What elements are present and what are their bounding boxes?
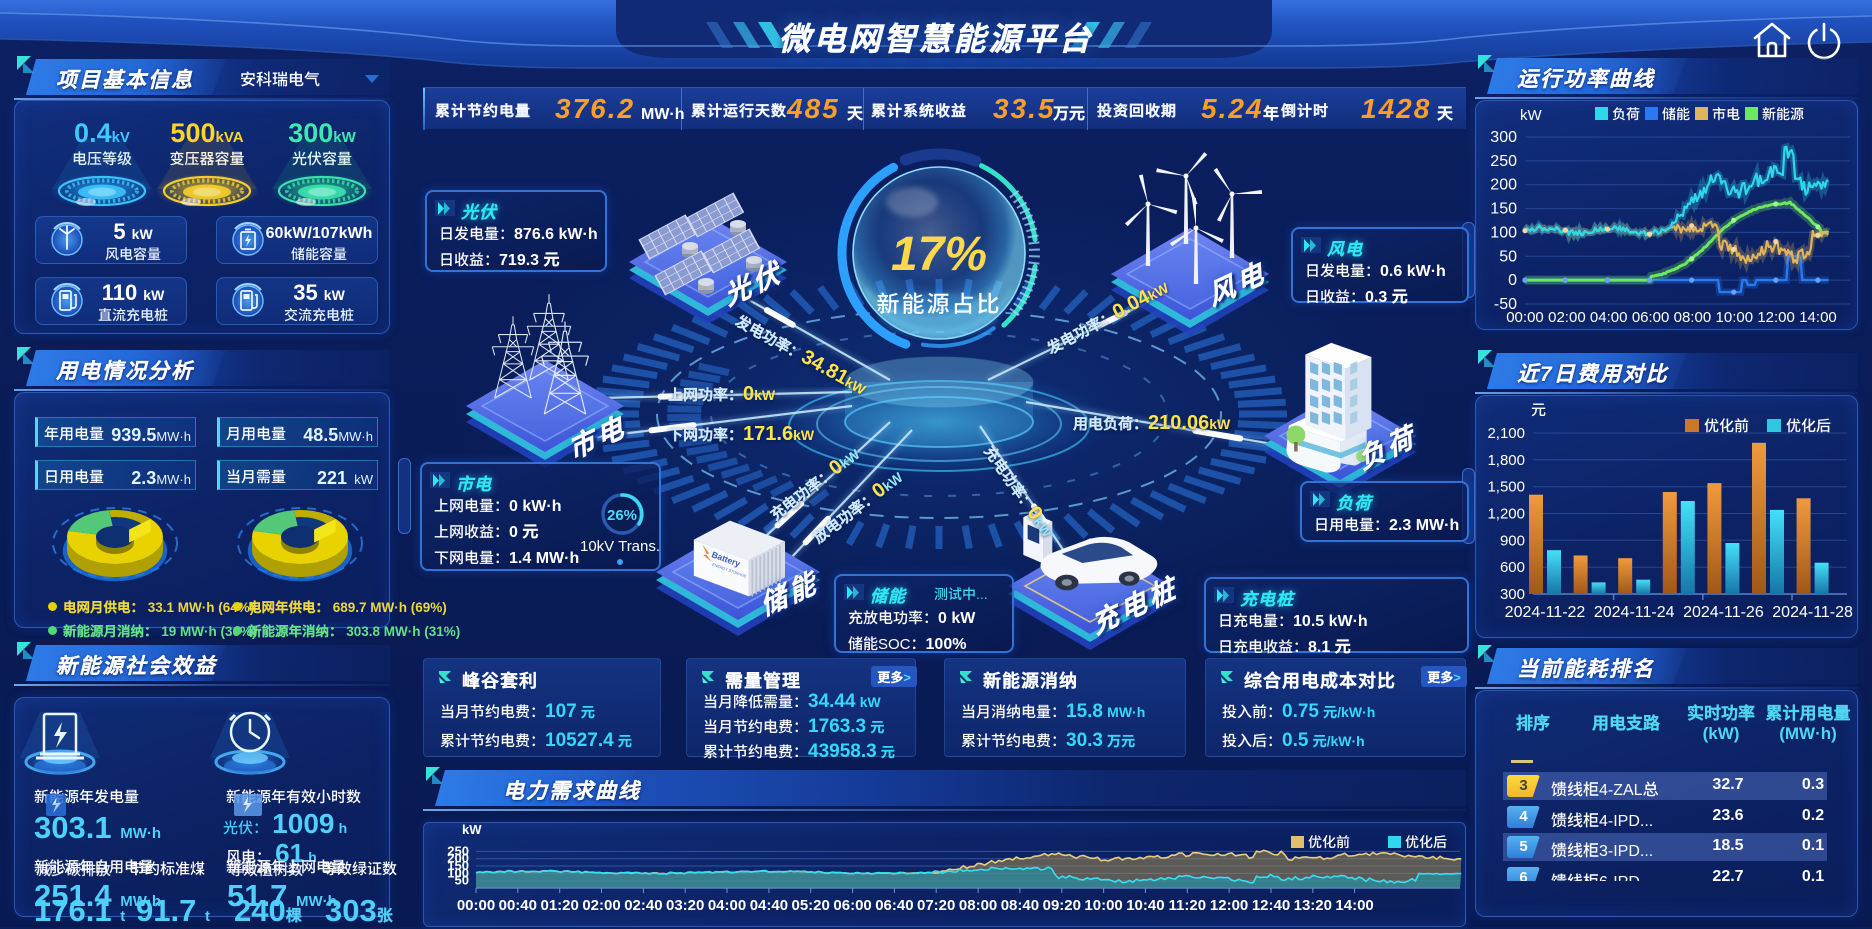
svg-text:50: 50 (1499, 248, 1517, 265)
svg-text:1,500: 1,500 (1487, 479, 1525, 496)
svg-text:06:40: 06:40 (875, 897, 913, 914)
svg-text:150: 150 (1490, 201, 1517, 218)
svg-text:2024-11-24: 2024-11-24 (1594, 604, 1675, 621)
svg-text:26%: 26% (607, 507, 637, 524)
svg-text:kW: kW (1520, 107, 1543, 124)
svg-text:50: 50 (455, 873, 469, 888)
svg-text:04:40: 04:40 (750, 897, 788, 914)
svg-text:负荷: 负荷 (1612, 104, 1640, 124)
svg-text:kW: kW (462, 822, 482, 837)
svg-text:12:00: 12:00 (1210, 897, 1248, 914)
svg-text:2024-11-26: 2024-11-26 (1683, 604, 1764, 621)
svg-text:14:00: 14:00 (1799, 309, 1837, 326)
svg-text:05:20: 05:20 (792, 897, 830, 914)
svg-text:10:00: 10:00 (1084, 897, 1122, 914)
svg-text:新能源占比: 新能源占比 (877, 285, 1002, 319)
svg-text:储能: 储能 (1662, 104, 1690, 124)
svg-text:12:00: 12:00 (1757, 309, 1795, 326)
svg-text:01:20: 01:20 (541, 897, 579, 914)
svg-text:300: 300 (1500, 586, 1525, 603)
svg-text:200: 200 (1490, 177, 1517, 194)
svg-text:02:40: 02:40 (624, 897, 662, 914)
svg-text:08:00: 08:00 (1674, 309, 1712, 326)
svg-text:00:00: 00:00 (1506, 309, 1544, 326)
svg-text:06:00: 06:00 (833, 897, 871, 914)
svg-text:12:40: 12:40 (1252, 897, 1290, 914)
svg-text:600: 600 (1500, 559, 1525, 576)
svg-text:17%: 17% (891, 228, 987, 281)
svg-text:10:00: 10:00 (1716, 309, 1754, 326)
svg-text:10:40: 10:40 (1126, 897, 1164, 914)
svg-text:00:40: 00:40 (499, 897, 537, 914)
svg-text:100: 100 (1490, 224, 1517, 241)
svg-text:250: 250 (1490, 153, 1517, 170)
svg-text:新能源: 新能源 (1762, 104, 1804, 124)
svg-text:08:00: 08:00 (959, 897, 997, 914)
svg-text:0: 0 (1508, 272, 1517, 289)
svg-text:2,100: 2,100 (1487, 425, 1525, 442)
svg-text:09:20: 09:20 (1043, 897, 1081, 914)
svg-text:优化后: 优化后 (1405, 832, 1447, 852)
svg-text:07:20: 07:20 (917, 897, 955, 914)
svg-text:11:20: 11:20 (1169, 897, 1207, 914)
svg-text:13:20: 13:20 (1294, 897, 1332, 914)
svg-text:03:20: 03:20 (666, 897, 704, 914)
svg-text:14:00: 14:00 (1335, 897, 1373, 914)
svg-text:00:00: 00:00 (457, 897, 495, 914)
svg-text:市电: 市电 (1712, 104, 1740, 124)
svg-text:2024-11-22: 2024-11-22 (1505, 604, 1586, 621)
svg-text:04:00: 04:00 (1590, 309, 1628, 326)
svg-text:900: 900 (1500, 532, 1525, 549)
svg-text:04:00: 04:00 (708, 897, 746, 914)
svg-text:1,200: 1,200 (1487, 506, 1525, 523)
svg-text:08:40: 08:40 (1001, 897, 1039, 914)
svg-text:02:00: 02:00 (1548, 309, 1586, 326)
svg-text:02:00: 02:00 (582, 897, 620, 914)
svg-text:300: 300 (1490, 129, 1517, 146)
svg-text:2024-11-28: 2024-11-28 (1772, 604, 1853, 621)
svg-text:1,800: 1,800 (1487, 452, 1525, 469)
svg-text:优化前: 优化前 (1308, 832, 1350, 852)
svg-text:06:00: 06:00 (1632, 309, 1670, 326)
svg-text:元: 元 (1531, 399, 1546, 420)
